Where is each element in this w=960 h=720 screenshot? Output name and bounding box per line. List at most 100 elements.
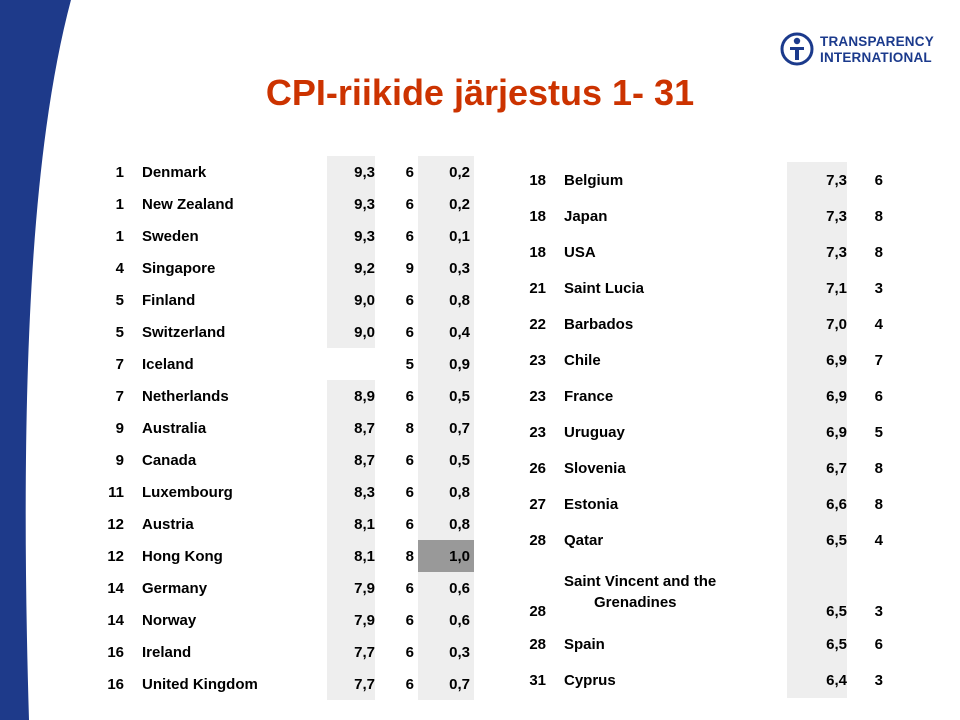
score-cell: 6,6 — [787, 486, 847, 522]
country-cell: Japan — [564, 207, 608, 225]
table-row: 12 Hong Kong 8,1 8 1,0 — [90, 540, 474, 572]
range-cell: 0,6 — [418, 604, 474, 636]
country-cell: Qatar — [564, 531, 604, 549]
ranking-table-right: 18 Belgium 7,3 6 18 Japan 7,3 8 18 USA 7,3 8 21 Saint… — [510, 162, 887, 698]
surveys-cell: 6 — [874, 387, 883, 405]
country-cell: Switzerland — [142, 323, 226, 341]
surveys-cell: 6 — [405, 163, 414, 181]
rank-cell: 23 — [529, 351, 546, 369]
range-cell: 0,7 — [418, 412, 474, 444]
range-cell: 0,8 — [418, 476, 474, 508]
rank-cell: 14 — [107, 579, 124, 597]
table-row: 31 Cyprus 6,4 3 — [510, 662, 887, 698]
surveys-cell: 6 — [405, 643, 414, 661]
surveys-cell: 3 — [874, 603, 883, 620]
rank-cell: 31 — [529, 671, 546, 689]
rank-cell: 12 — [107, 515, 124, 533]
table-row: 27 Estonia 6,6 8 — [510, 486, 887, 522]
table-row: 4 Singapore 9,2 9 0,3 — [90, 252, 474, 284]
transparency-logo: TRANSPARENCY INTERNATIONAL — [780, 30, 950, 70]
country-cell: Austria — [142, 515, 194, 533]
range-cell: 0,8 — [418, 284, 474, 316]
rank-cell: 28 — [529, 531, 546, 549]
score-cell: 7,9 — [327, 604, 375, 636]
country-cell: Slovenia — [564, 459, 626, 477]
score-cell: 7,9 — [327, 572, 375, 604]
country-cell: Belgium — [564, 171, 624, 189]
surveys-cell: 6 — [405, 387, 414, 405]
score-cell — [327, 348, 375, 380]
surveys-cell: 4 — [874, 531, 883, 549]
score-cell: 6,9 — [787, 414, 847, 450]
globe-person-icon — [780, 32, 814, 66]
country-cell: Ireland — [142, 643, 192, 661]
country-cell: Sweden — [142, 227, 199, 245]
rank-cell: 23 — [529, 387, 546, 405]
surveys-cell: 6 — [405, 227, 414, 245]
rank-cell: 21 — [529, 279, 546, 297]
country-line-1: Saint Vincent and the — [564, 573, 717, 590]
score-cell: 8,7 — [327, 412, 375, 444]
range-cell: 1,0 — [418, 540, 474, 572]
country-cell: Cyprus — [564, 671, 616, 689]
score-cell: 9,3 — [327, 188, 375, 220]
rank-cell: 7 — [115, 387, 124, 405]
table-row: 14 Norway 7,9 6 0,6 — [90, 604, 474, 636]
country-cell: Denmark — [142, 163, 207, 181]
table-row: 7 Iceland 5 0,9 — [90, 348, 474, 380]
score-cell: 7,7 — [327, 668, 375, 700]
surveys-cell: 8 — [874, 495, 883, 513]
surveys-cell: 6 — [405, 195, 414, 213]
score-cell: 8,1 — [327, 540, 375, 572]
country-cell: Spain — [564, 635, 605, 653]
surveys-cell: 7 — [874, 351, 883, 369]
table-row: 22 Barbados 7,0 4 — [510, 306, 887, 342]
surveys-cell: 6 — [405, 483, 414, 501]
score-cell: 6,7 — [787, 450, 847, 486]
score-cell: 6,5 — [787, 558, 847, 626]
surveys-cell: 6 — [405, 451, 414, 469]
score-cell: 6,9 — [787, 342, 847, 378]
country-cell: Estonia — [564, 495, 619, 513]
range-cell: 0,3 — [418, 636, 474, 668]
table-row: 18 Japan 7,3 8 — [510, 198, 887, 234]
country-cell: Barbados — [564, 315, 634, 333]
rank-cell: 22 — [529, 315, 546, 333]
rank-cell: 18 — [529, 243, 546, 261]
country-cell: Netherlands — [142, 387, 229, 405]
country-cell: Canada — [142, 451, 197, 469]
country-line-2: Grenadines — [594, 594, 677, 611]
table-row: 28 Saint Vincent and the Grenadines 6,5 3 — [510, 558, 887, 626]
range-cell: 0,3 — [418, 252, 474, 284]
surveys-cell: 5 — [874, 423, 883, 441]
country-cell: Germany — [142, 579, 208, 597]
score-cell: 6,5 — [787, 626, 847, 662]
rank-cell: 1 — [115, 195, 124, 213]
country-cell: Australia — [142, 419, 207, 437]
surveys-cell: 6 — [405, 579, 414, 597]
table-row: 18 Belgium 7,3 6 — [510, 162, 887, 198]
score-cell: 8,1 — [327, 508, 375, 540]
range-cell: 0,4 — [418, 316, 474, 348]
table-row: 12 Austria 8,1 6 0,8 — [90, 508, 474, 540]
rank-cell: 16 — [107, 643, 124, 661]
score-cell: 6,5 — [787, 522, 847, 558]
table-row: 16 United Kingdom 7,7 6 0,7 — [90, 668, 474, 700]
range-cell: 0,6 — [418, 572, 474, 604]
rank-cell: 28 — [529, 635, 546, 653]
table-row: 1 Denmark 9,3 6 0,2 — [90, 156, 474, 188]
score-cell: 9,0 — [327, 284, 375, 316]
rank-cell: 11 — [108, 483, 124, 501]
slide-title: CPI-riikide järjestus 1- 31 — [265, 72, 695, 113]
range-cell: 0,1 — [418, 220, 474, 252]
table-row: 26 Slovenia 6,7 8 — [510, 450, 887, 486]
score-cell: 7,7 — [327, 636, 375, 668]
rank-cell: 1 — [115, 163, 124, 181]
score-cell: 7,1 — [787, 270, 847, 306]
table-row: 28 Spain 6,5 6 — [510, 626, 887, 662]
range-cell: 0,2 — [418, 188, 474, 220]
country-cell: Norway — [142, 611, 197, 629]
table-row: 5 Switzerland 9,0 6 0,4 — [90, 316, 474, 348]
country-cell: United Kingdom — [142, 675, 258, 693]
